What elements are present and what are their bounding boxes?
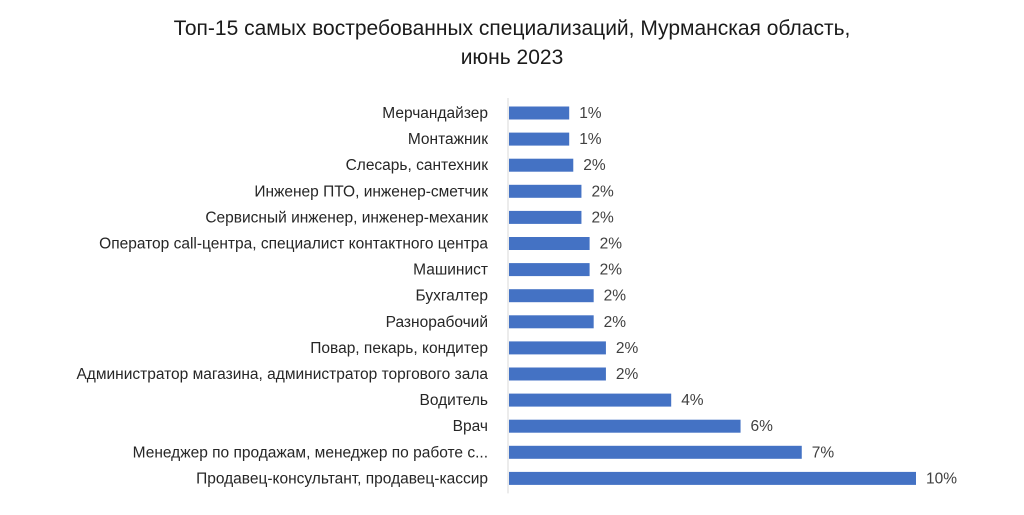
chart-title-line-2: июнь 2023 bbox=[460, 46, 564, 69]
bar bbox=[509, 106, 570, 120]
data-label: 4% bbox=[681, 392, 704, 409]
category-label: Сервисный инженер, инженер-механик bbox=[205, 209, 488, 226]
data-label: 7% bbox=[812, 444, 835, 461]
data-label: 2% bbox=[591, 209, 614, 226]
data-label: 2% bbox=[604, 314, 627, 331]
category-label: Врач bbox=[453, 418, 488, 435]
category-label: Монтажник bbox=[408, 131, 488, 148]
data-label: 10% bbox=[926, 470, 957, 487]
category-label: Слесарь, сантехник bbox=[346, 157, 489, 174]
data-label: 2% bbox=[600, 236, 623, 253]
bar bbox=[509, 263, 590, 277]
data-label: 1% bbox=[579, 131, 602, 148]
bar bbox=[509, 445, 802, 459]
data-label: 2% bbox=[591, 183, 614, 200]
bar bbox=[509, 210, 582, 224]
bar bbox=[509, 158, 574, 172]
data-label: 2% bbox=[583, 157, 606, 174]
category-label: Менеджер по продажам, менеджер по работе… bbox=[133, 444, 488, 461]
data-label: 2% bbox=[616, 366, 639, 383]
category-label: Бухгалтер bbox=[416, 288, 488, 305]
category-label: Оператор call-центра, специалист контакт… bbox=[99, 236, 488, 253]
bar bbox=[509, 132, 570, 146]
category-label: Администратор магазина, администратор то… bbox=[76, 366, 488, 383]
chart-title: Топ-15 самых востребованных специализаци… bbox=[0, 14, 1024, 72]
data-label: 2% bbox=[616, 340, 639, 357]
bars-group: Мерчандайзер 1% Монтажник 1% Слесарь, сантех… bbox=[76, 98, 957, 494]
data-label: 1% bbox=[579, 105, 602, 122]
category-label: Продавец-консультант, продавец-кассир bbox=[196, 470, 488, 487]
bar bbox=[509, 315, 594, 329]
bar bbox=[509, 367, 606, 381]
category-label: Водитель bbox=[420, 392, 488, 409]
bar bbox=[509, 289, 594, 303]
category-label: Повар, пекарь, кондитер bbox=[310, 340, 488, 357]
bar bbox=[509, 471, 916, 485]
bar bbox=[509, 419, 741, 433]
data-label: 2% bbox=[600, 262, 623, 279]
bar bbox=[509, 184, 582, 198]
category-label: Разнорабочий bbox=[386, 314, 488, 331]
category-label: Мерчандайзер bbox=[382, 105, 488, 122]
bar bbox=[509, 237, 590, 250]
bar bbox=[509, 393, 672, 407]
data-label: 2% bbox=[604, 288, 627, 305]
bar bbox=[509, 341, 606, 355]
category-label: Инженер ПТО, инженер-сметчик bbox=[254, 183, 488, 200]
chart-title-line-1: Топ-15 самых востребованных специализаци… bbox=[173, 17, 851, 40]
category-label: Машинист bbox=[413, 262, 488, 279]
data-label: 6% bbox=[751, 418, 774, 435]
